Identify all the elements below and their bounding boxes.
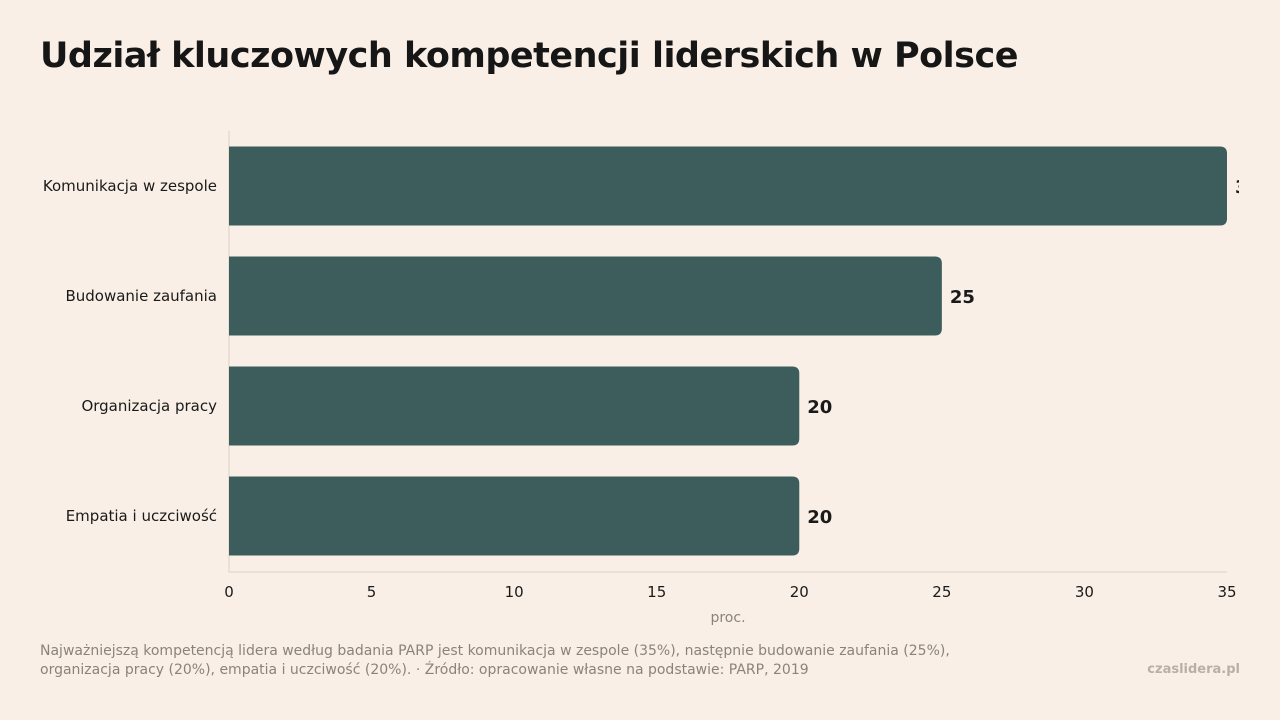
bar-chart: Komunikacja w zespole 35 Budowanie zaufani… (43, 131, 1260, 626)
footer-separator: · (411, 662, 425, 678)
data-label: 20 (807, 397, 832, 418)
category-label: Organizacja pracy (81, 397, 217, 415)
x-tick-label: 25 (932, 583, 951, 601)
bar (229, 256, 942, 336)
category-label: Budowanie zaufania (65, 287, 217, 305)
brand-label: czaslidera.pl (1147, 662, 1240, 677)
data-label: 20 (807, 507, 832, 528)
x-axis-title: proc. (710, 610, 745, 626)
x-tick-label: 30 (1075, 583, 1094, 601)
category-label: Komunikacja w zespole (43, 177, 217, 195)
bar (229, 476, 800, 556)
bar (229, 366, 800, 446)
x-tick-label: 15 (647, 583, 666, 601)
x-tick-label: 0 (224, 583, 234, 601)
footer-source: Źródło: opracowanie własne na podstawie:… (424, 662, 809, 678)
footer-description: Najważniejszą kompetencją lidera według … (40, 643, 950, 678)
category-label: Empatia i uczciwość (66, 507, 217, 525)
data-label: 35 (1235, 177, 1260, 198)
x-tick-label: 20 (790, 583, 809, 601)
bar (229, 146, 1227, 226)
x-tick-label: 5 (367, 583, 377, 601)
chart-footer: Najważniejszą kompetencją lidera według … (40, 642, 1020, 680)
data-label: 25 (950, 287, 975, 308)
chart-title: Udział kluczowych kompetencji liderskich… (40, 36, 1018, 76)
x-tick-label: 10 (505, 583, 524, 601)
x-tick-label: 35 (1217, 583, 1236, 601)
